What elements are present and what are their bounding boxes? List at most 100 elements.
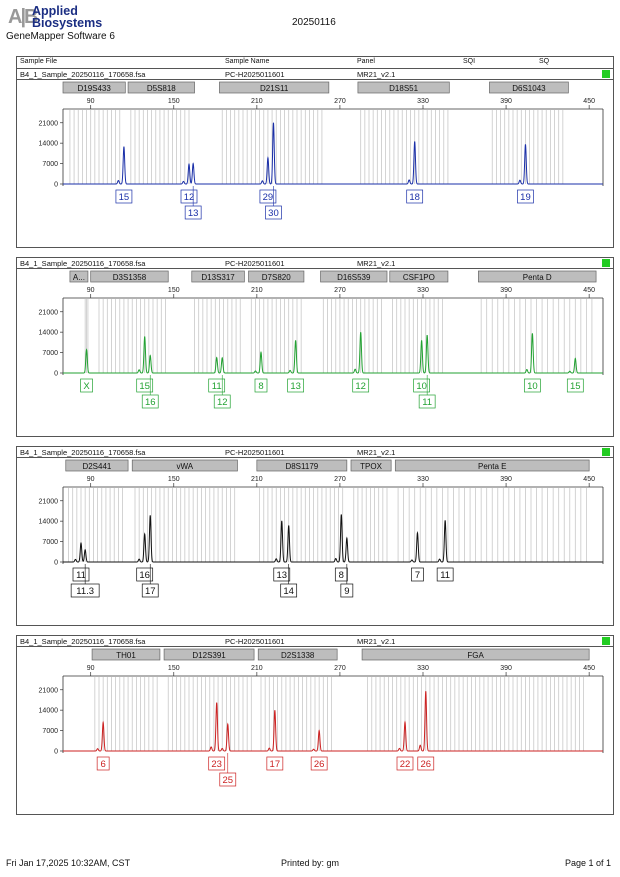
software-name: GeneMapper Software 6	[6, 31, 115, 42]
y-tick-label: 7000	[42, 350, 58, 357]
allele-call-label: 17	[145, 586, 156, 597]
y-tick-label: 14000	[39, 708, 59, 715]
col-panel: Panel	[357, 58, 375, 65]
allele-call-box	[115, 189, 133, 204]
locus-marker-label: D19S433	[77, 84, 111, 93]
locus-marker-label: D13S317	[201, 273, 235, 282]
allele-call-box	[352, 378, 370, 393]
x-tick-label: 210	[251, 476, 263, 483]
panel-title-row: B4_1_Sample_20250116_170658.fsa PC-H20250…	[17, 447, 613, 458]
locus-marker-label: TPOX	[360, 462, 382, 471]
locus-marker	[357, 81, 450, 94]
x-tick-label: 270	[334, 476, 346, 483]
allele-call-label: 11	[422, 397, 432, 408]
y-tick-label: 0	[54, 749, 58, 756]
panel-panel-name: MR21_v2.1	[357, 259, 396, 268]
y-tick-label: 21000	[39, 498, 59, 505]
brand-line2: Biosystems	[32, 16, 103, 30]
x-tick-label: 270	[334, 287, 346, 294]
x-tick-label: 330	[417, 287, 429, 294]
x-tick-label: 390	[500, 98, 512, 105]
allele-call-box	[265, 205, 282, 220]
chart-svg: D2S441 vWA D8S1179 TPOX Penta E90 150 210 270 33…	[39, 459, 604, 598]
allele-call-box	[436, 567, 454, 582]
sq-status-indicator	[602, 259, 610, 267]
allele-call-box	[334, 567, 348, 582]
allele-call-box	[417, 756, 435, 771]
locus-marker	[131, 459, 238, 472]
locus-marker-label: A...	[73, 273, 85, 282]
locus-marker	[350, 459, 392, 472]
allele-call-label: 8	[258, 381, 263, 392]
electropherogram-panel: B4_1_Sample_20250116_170658.fsa PC-H20250…	[16, 257, 614, 437]
allele-call-label: 19	[520, 192, 531, 203]
panel-panel-name: MR21_v2.1	[357, 70, 396, 79]
locus-marker	[389, 270, 449, 283]
locus-marker-label: CSF1PO	[403, 273, 435, 282]
allele-call-label: 25	[222, 775, 233, 786]
allele-call-box	[141, 394, 159, 409]
y-tick-label: 0	[54, 182, 58, 189]
x-tick-label: 270	[334, 98, 346, 105]
allele-call-box	[517, 189, 534, 204]
locus-marker	[90, 270, 169, 283]
x-tick-label: 90	[87, 476, 95, 483]
locus-marker	[219, 81, 330, 94]
electropherogram-panel: B4_1_Sample_20250116_170658.fsa PC-H20250…	[16, 446, 614, 626]
locus-marker	[65, 459, 129, 472]
col-sample-file: Sample File	[20, 58, 57, 65]
allele-call-box	[413, 378, 430, 393]
brand-name: Applied Biosystems	[32, 4, 103, 30]
col-sq: SQ	[539, 58, 550, 65]
locus-marker	[91, 648, 161, 661]
allele-call-box	[208, 378, 226, 393]
y-tick-label: 21000	[39, 120, 59, 127]
panel-title-row: B4_1_Sample_20250116_170658.fsa PC-H20250…	[17, 636, 613, 647]
locus-marker-label: vWA	[177, 462, 194, 471]
x-tick-label: 150	[168, 665, 180, 672]
allele-call-label: 7	[415, 570, 420, 581]
panel-panel-name: MR21_v2.1	[357, 448, 396, 457]
allele-call-label: 26	[314, 759, 325, 770]
allele-call-box	[219, 772, 237, 787]
allele-call-box	[411, 567, 424, 582]
locus-marker	[127, 81, 195, 94]
y-tick-label: 7000	[42, 539, 58, 546]
allele-call-box	[287, 378, 304, 393]
locus-marker-label: D3S1358	[113, 273, 147, 282]
x-tick-label: 90	[87, 665, 95, 672]
allele-call-label: 15	[570, 381, 581, 392]
allele-call-box	[254, 378, 268, 393]
x-tick-label: 150	[168, 98, 180, 105]
allele-call-box	[340, 583, 354, 598]
brand-line1: Applied	[32, 4, 78, 18]
allele-call-label: 30	[268, 208, 279, 219]
panel-sample-file: B4_1_Sample_20250116_170658.fsa	[20, 70, 146, 79]
panel-sample-file: B4_1_Sample_20250116_170658.fsa	[20, 259, 146, 268]
allele-call-label: 11	[440, 570, 450, 581]
locus-marker	[69, 270, 89, 283]
panel-sample-file: B4_1_Sample_20250116_170658.fsa	[20, 637, 146, 646]
allele-call-label: 11	[212, 381, 222, 392]
panel-sample-name: PC-H2025011601	[225, 259, 285, 268]
locus-marker-label: D2S1338	[281, 651, 315, 660]
allele-call-box	[141, 583, 159, 598]
x-tick-label: 330	[417, 98, 429, 105]
locus-marker-label: D8S1179	[285, 462, 318, 471]
col-sample-name: Sample Name	[225, 58, 270, 65]
panel-sample-name: PC-H2025011601	[225, 448, 285, 457]
allele-call-label: 10	[416, 381, 427, 392]
footer-timestamp: Fri Jan 17,2025 10:32AM, CST	[6, 858, 131, 868]
allele-call-label: 29	[263, 192, 274, 203]
allele-call-box	[208, 756, 226, 771]
locus-marker-label: TH01	[116, 651, 136, 660]
allele-call-label: 6	[101, 759, 106, 770]
locus-marker	[256, 459, 348, 472]
x-tick-label: 450	[583, 98, 595, 105]
allele-call-box	[310, 756, 328, 771]
locus-marker-label: D16S539	[337, 273, 371, 282]
x-tick-label: 390	[500, 287, 512, 294]
allele-call-label: 15	[119, 192, 130, 203]
locus-marker	[489, 81, 569, 94]
